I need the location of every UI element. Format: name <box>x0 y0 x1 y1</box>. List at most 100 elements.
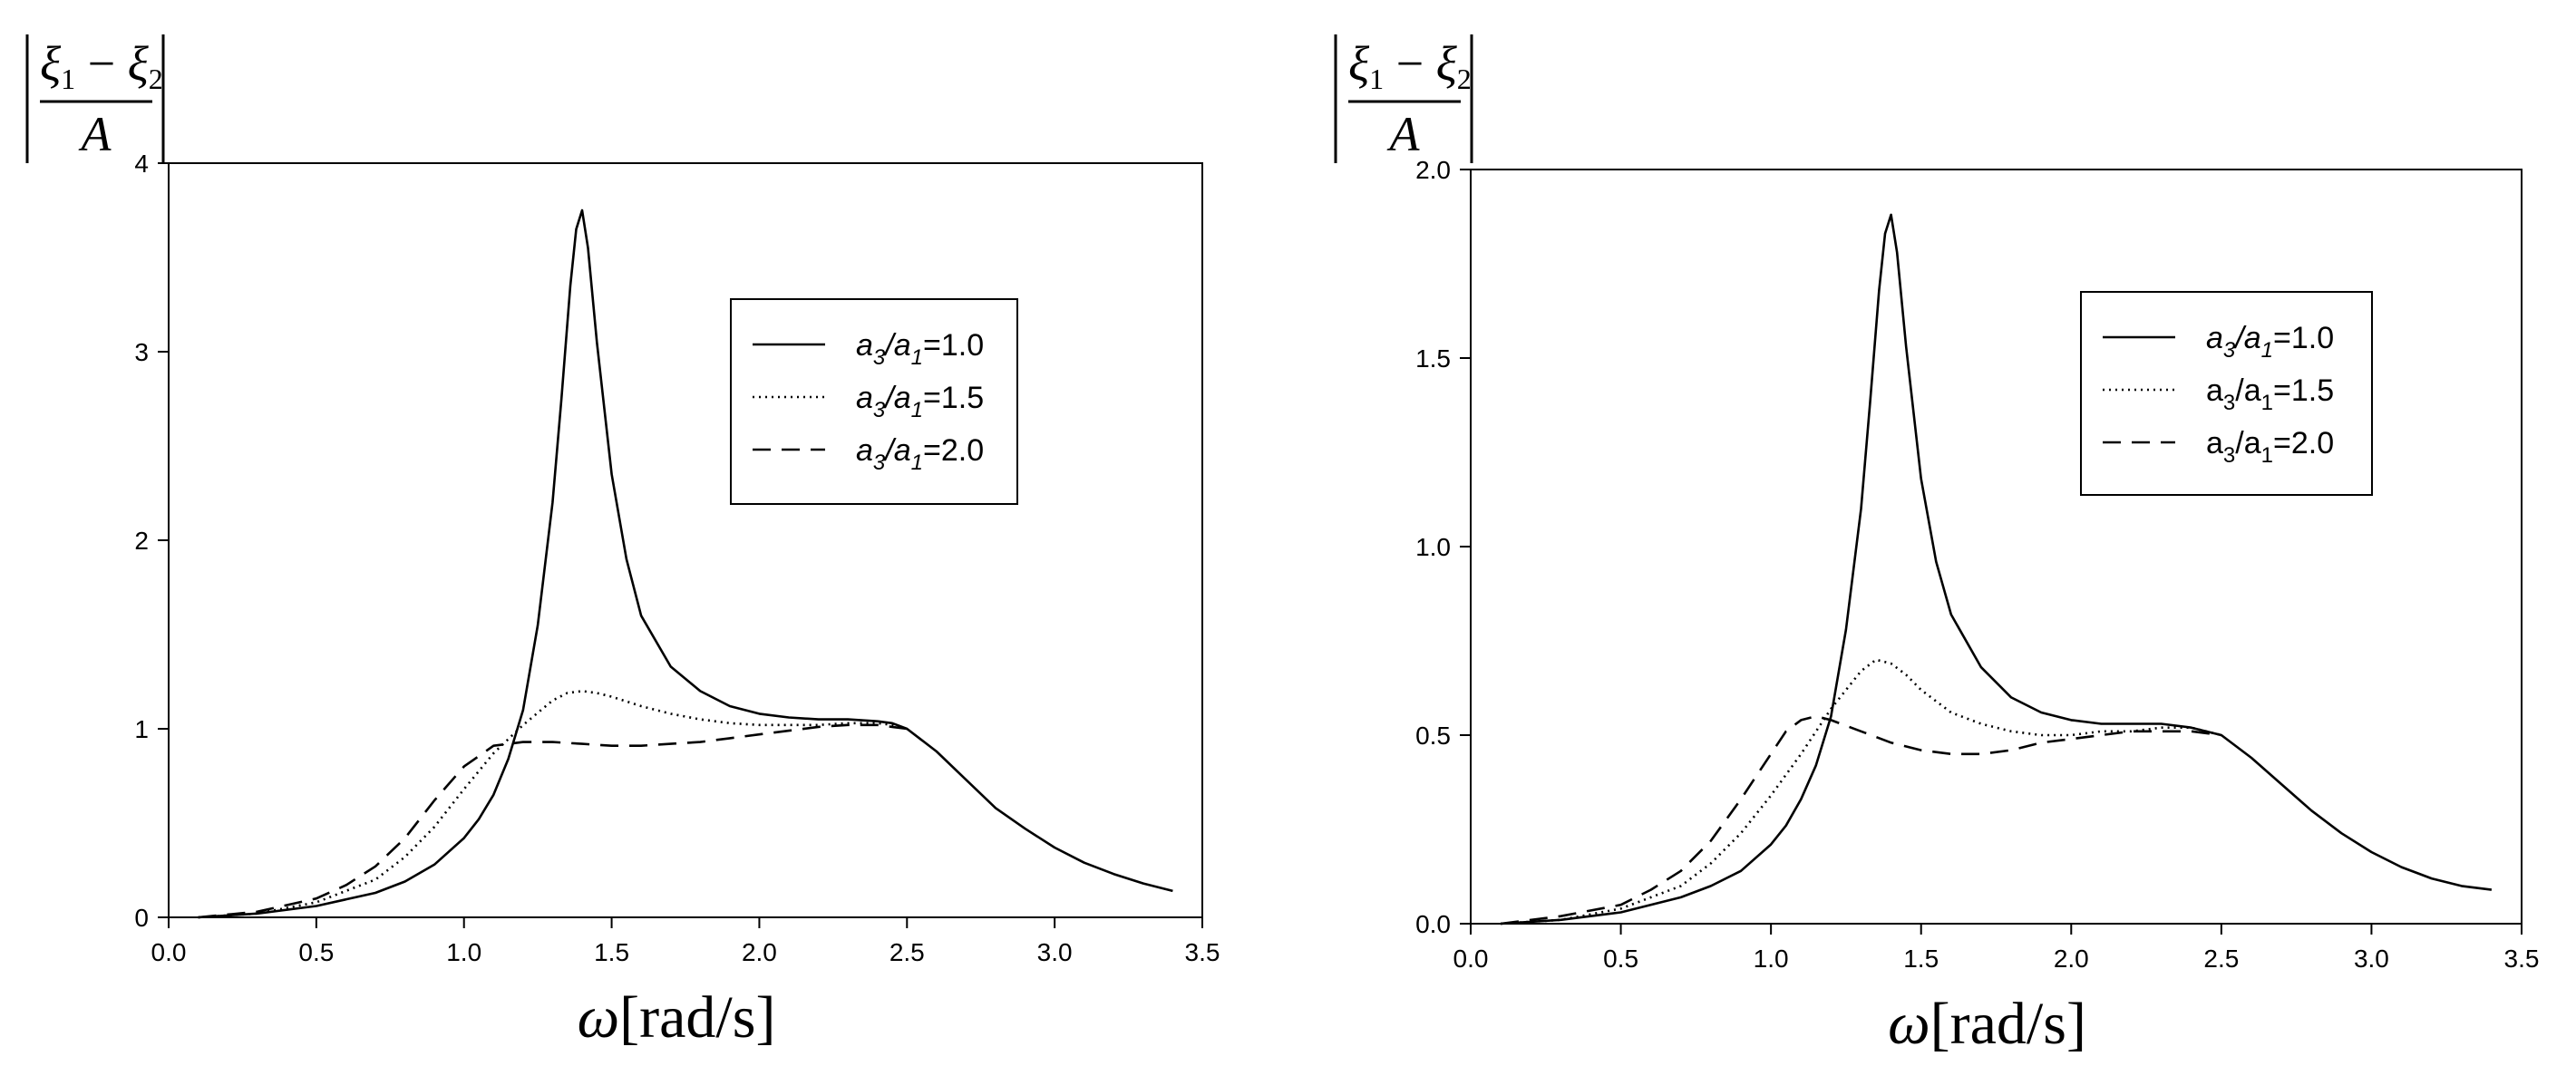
series-line-2 <box>198 690 908 919</box>
legend-sub-a: 3 <box>2223 391 2235 415</box>
y-tick-label: 0 <box>134 904 149 932</box>
x-axis-label: ω[rad/s] <box>578 984 776 1051</box>
x-tick-label: 3.5 <box>2504 945 2540 973</box>
x-tick-label: 0.5 <box>298 938 334 966</box>
legend-var-a: a <box>2206 321 2223 355</box>
legend-slash: / <box>883 433 897 468</box>
y-label-numerator: ξ1 − ξ2 <box>40 36 163 95</box>
x-axis-label-symbol: ω <box>1888 991 1930 1057</box>
plot-frame <box>1470 169 2523 925</box>
x-tick-label: 0.5 <box>1603 945 1638 973</box>
y-axis-label: ξ1 − ξ2A <box>1334 34 1473 163</box>
legend: a3/a1=1.0a3/a1=1.5a3/a1=2.0 <box>2080 291 2373 496</box>
legend-entry-1: a3/a1=1.0 <box>2206 321 2334 363</box>
legend-entry-2: a3/a1=1.5 <box>856 381 984 422</box>
legend-var-a: a <box>856 433 873 468</box>
y-label-sub-1: 1 <box>1369 63 1384 95</box>
legend-var-b: a <box>894 381 911 415</box>
y-label-xi-2: ξ <box>128 36 150 91</box>
y-tick-label: 0.0 <box>1415 910 1451 938</box>
x-tick-label: 2.5 <box>889 938 925 966</box>
legend-sub-b: 1 <box>2261 391 2273 415</box>
legend-sub-b: 1 <box>911 398 923 422</box>
x-tick-label: 3.0 <box>2354 945 2389 973</box>
x-axis-label-unit: [rad/s] <box>619 984 775 1051</box>
y-label-xi-2: ξ <box>1436 36 1458 91</box>
series-line-2 <box>1501 658 2222 925</box>
y-tick-label: 1 <box>134 715 149 743</box>
x-tick-label: 2.5 <box>2203 945 2239 973</box>
chart-panel-2: 0.0 0.5 1.0 1.5 2.0 2.5 3.0 3.5 0.0 0.5 1.0 1.5 2.0 ω… <box>1334 34 2540 1057</box>
y-tick-label: 4 <box>134 150 149 178</box>
legend-var-b: a <box>894 433 911 468</box>
y-label-xi-1: ξ <box>1348 36 1370 91</box>
series-line-1 <box>198 208 1173 919</box>
legend-slash: / <box>2235 426 2244 460</box>
series-line-3 <box>198 723 908 919</box>
legend-slash: / <box>2233 321 2247 355</box>
x-tick-label: 1.5 <box>594 938 629 966</box>
legend-var-b: a <box>2244 321 2261 355</box>
legend-var-a: a <box>2206 426 2223 460</box>
legend-sub-a: 3 <box>873 398 886 422</box>
legend-entry-2: a3/a1=1.5 <box>2206 373 2334 415</box>
legend-entry-3: a3/a1=2.0 <box>2206 426 2334 468</box>
legend-sub-a: 3 <box>873 451 886 475</box>
legend-sub-b: 1 <box>911 345 923 370</box>
legend-slash: / <box>2235 373 2244 408</box>
legend-value: =2.0 <box>2273 426 2334 460</box>
legend-sub-b: 1 <box>911 451 923 475</box>
legend-value: =1.0 <box>2273 321 2334 355</box>
legend-var-b: a <box>2244 426 2261 460</box>
y-tick-label: 3 <box>134 338 149 366</box>
legend-entry-3: a3/a1=2.0 <box>856 433 984 475</box>
y-label-minus: − <box>1384 36 1435 91</box>
y-label-xi-1: ξ <box>40 36 62 91</box>
legend-value: =1.0 <box>923 328 984 363</box>
legend-var-b: a <box>2244 373 2261 408</box>
x-tick-label: 3.5 <box>1185 938 1220 966</box>
y-label-sub-1: 1 <box>61 63 75 95</box>
legend-sub-b: 1 <box>2261 443 2273 468</box>
x-axis-label-symbol: ω <box>578 984 620 1051</box>
y-axis-label: ξ1 − ξ2A <box>25 34 165 163</box>
y-label-numerator: ξ1 − ξ2 <box>1348 36 1472 95</box>
legend-value: =1.5 <box>2273 373 2334 408</box>
legend-var-a: a <box>2206 373 2223 408</box>
legend-box <box>730 298 1018 505</box>
y-tick-label: 0.5 <box>1415 722 1451 750</box>
legend-var-a: a <box>856 328 873 363</box>
x-tick-label: 0.0 <box>151 938 187 966</box>
legend-value: =2.0 <box>923 433 984 468</box>
legend-var-a: a <box>856 381 873 415</box>
y-tick-label: 2 <box>134 527 149 555</box>
x-tick-label: 1.5 <box>1903 945 1939 973</box>
legend: a3/a1=1.0a3/a1=1.5a3/a1=2.0 <box>730 298 1018 505</box>
legend-entry-1: a3/a1=1.0 <box>856 328 984 370</box>
plot-frame <box>168 162 1203 918</box>
y-label-sub-2: 2 <box>149 63 163 95</box>
chart-panel-1: 0.0 0.5 1.0 1.5 2.0 2.5 3.0 3.5 0 1 2 3 4 ω[rad/s] ξ1 … <box>25 34 1220 1051</box>
x-tick-label: 3.0 <box>1037 938 1073 966</box>
y-tick-label: 1.0 <box>1415 533 1451 561</box>
legend-var-b: a <box>894 328 911 363</box>
y-label-minus: − <box>75 36 127 91</box>
legend-slash: / <box>883 328 897 363</box>
legend-slash: / <box>883 381 897 415</box>
y-tick-label: 1.5 <box>1415 344 1451 373</box>
legend-value: =1.5 <box>923 381 984 415</box>
x-tick-label: 2.0 <box>742 938 777 966</box>
y-label-denominator: A <box>79 107 112 161</box>
x-tick-label: 1.0 <box>446 938 481 966</box>
x-tick-label: 1.0 <box>1754 945 1789 973</box>
series-line-3 <box>1500 714 2222 925</box>
x-tick-label: 0.0 <box>1453 945 1489 973</box>
legend-sub-a: 3 <box>873 345 886 370</box>
legend-sub-a: 3 <box>2223 338 2236 363</box>
x-axis-label: ω[rad/s] <box>1888 991 2086 1057</box>
x-tick-label: 2.0 <box>2054 945 2089 973</box>
y-label-sub-2: 2 <box>1457 63 1472 95</box>
y-tick-label: 2.0 <box>1415 156 1451 184</box>
legend-sub-a: 3 <box>2223 443 2235 468</box>
